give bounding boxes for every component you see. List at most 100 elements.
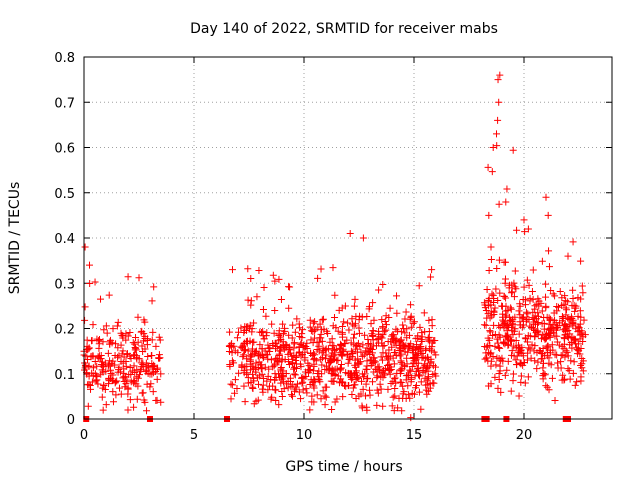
data-point xyxy=(564,334,572,342)
data-point xyxy=(506,313,514,321)
data-point xyxy=(345,356,353,364)
data-point xyxy=(255,358,263,366)
data-point xyxy=(389,354,397,362)
data-point xyxy=(419,369,427,377)
data-point xyxy=(352,369,360,377)
data-point xyxy=(346,229,354,237)
data-point xyxy=(496,289,504,297)
data-point xyxy=(539,375,547,383)
data-point xyxy=(279,320,287,328)
data-point xyxy=(332,345,340,353)
data-point xyxy=(324,330,332,338)
data-point xyxy=(117,329,125,337)
data-point xyxy=(430,337,438,345)
data-point xyxy=(547,287,555,295)
data-point xyxy=(486,328,494,336)
data-point xyxy=(275,332,283,340)
data-point xyxy=(288,352,296,360)
data-point xyxy=(99,406,107,414)
data-point xyxy=(227,380,235,388)
data-point xyxy=(553,303,561,311)
data-point xyxy=(566,375,574,383)
data-point xyxy=(394,404,402,412)
data-point xyxy=(392,341,400,349)
data-point xyxy=(357,377,365,385)
data-point xyxy=(391,392,399,400)
data-point xyxy=(272,386,280,394)
data-point xyxy=(336,341,344,349)
data-point xyxy=(546,316,554,324)
data-point xyxy=(390,334,398,342)
data-point xyxy=(425,327,433,335)
data-point xyxy=(382,321,390,329)
data-point xyxy=(284,350,292,358)
data-point xyxy=(345,326,353,334)
data-point xyxy=(285,360,293,368)
data-point xyxy=(109,398,117,406)
data-point xyxy=(504,341,512,349)
data-point xyxy=(329,264,337,272)
data-point xyxy=(147,380,155,388)
data-point xyxy=(321,401,329,409)
data-point xyxy=(322,345,330,353)
data-point xyxy=(493,130,500,138)
data-point xyxy=(348,390,356,398)
data-point xyxy=(249,385,257,393)
data-point xyxy=(290,339,298,347)
data-point xyxy=(269,363,277,371)
data-point xyxy=(247,301,255,309)
data-point xyxy=(550,309,558,317)
data-point xyxy=(140,396,148,404)
data-point xyxy=(107,370,115,378)
data-point xyxy=(244,374,252,382)
data-point xyxy=(299,342,307,350)
data-point xyxy=(510,293,518,301)
data-point xyxy=(571,307,579,315)
data-point xyxy=(404,342,412,350)
data-point xyxy=(531,332,539,340)
data-point xyxy=(522,308,530,316)
data-point xyxy=(523,276,531,284)
data-point xyxy=(246,366,254,374)
data-point xyxy=(313,391,321,399)
data-point xyxy=(502,258,510,266)
data-point xyxy=(295,343,303,351)
data-point xyxy=(420,309,428,317)
data-point xyxy=(261,363,269,371)
data-point xyxy=(155,354,163,362)
data-point xyxy=(507,387,515,395)
data-point xyxy=(361,331,369,339)
data-point xyxy=(529,295,537,303)
data-point xyxy=(129,339,137,347)
data-point xyxy=(354,360,362,368)
data-point xyxy=(495,344,503,352)
data-point xyxy=(328,349,336,357)
data-point xyxy=(508,319,516,327)
data-point xyxy=(348,349,356,357)
data-point xyxy=(143,366,151,374)
data-point xyxy=(410,353,418,361)
data-point xyxy=(531,305,539,313)
data-point xyxy=(330,342,338,350)
data-point xyxy=(277,296,285,304)
data-point xyxy=(153,375,161,383)
data-point xyxy=(338,329,346,337)
data-point xyxy=(402,308,410,316)
data-point xyxy=(515,307,523,315)
data-point xyxy=(106,375,114,383)
data-point xyxy=(564,352,572,360)
data-point xyxy=(531,357,539,365)
data-point xyxy=(290,370,298,378)
data-point xyxy=(418,333,426,341)
data-point xyxy=(520,216,528,224)
data-point xyxy=(393,292,401,300)
data-point xyxy=(542,280,550,288)
data-point xyxy=(391,349,399,357)
data-point xyxy=(113,322,121,330)
data-point xyxy=(377,385,385,393)
data-point xyxy=(524,338,532,346)
data-point xyxy=(549,329,557,337)
data-point xyxy=(358,352,366,360)
data-point xyxy=(100,326,108,334)
